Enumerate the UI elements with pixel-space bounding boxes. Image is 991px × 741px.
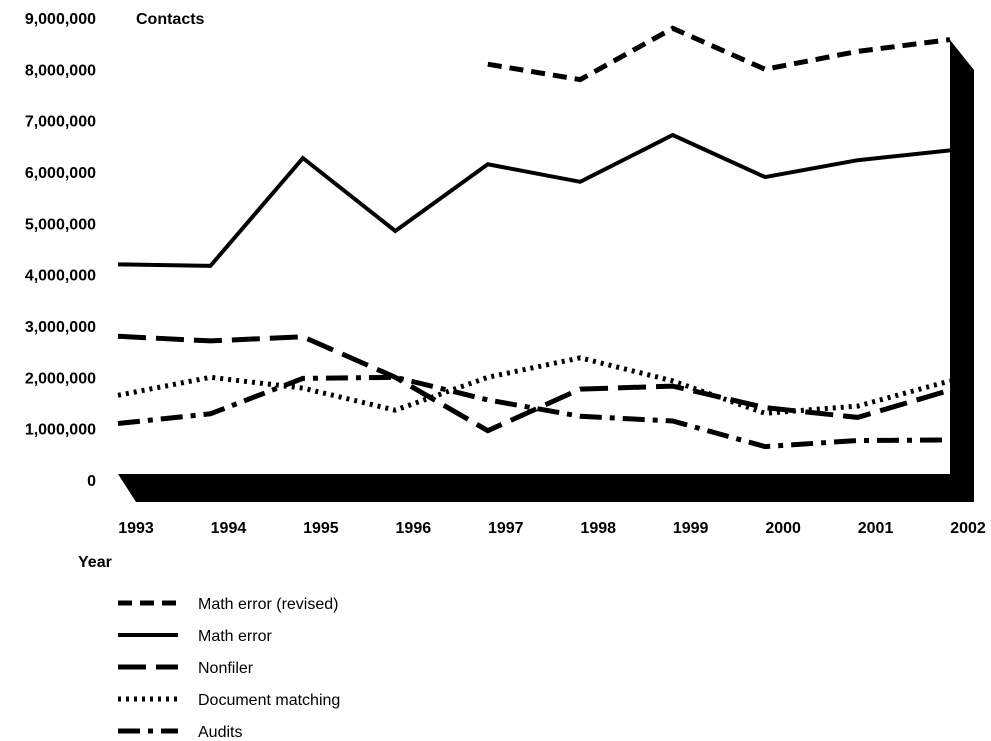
x-tick-label: 1996 [396, 520, 432, 537]
y-axis-title: Contacts [136, 11, 205, 28]
legend-label: Math error (revised) [198, 596, 338, 613]
x-tick-label: 2001 [858, 520, 894, 537]
y-tick-label: 6,000,000 [25, 165, 96, 182]
y-tick-label: 3,000,000 [25, 319, 96, 336]
x-tick-label: 1993 [118, 520, 154, 537]
series-line-document-matching [117, 355, 951, 416]
y-tick-label: 2,000,000 [25, 370, 96, 387]
series-line-audits [117, 374, 951, 450]
chart-right-wall-shadow [950, 40, 974, 502]
x-tick-label: 1994 [211, 520, 247, 537]
chart-floor-shadow [118, 474, 974, 502]
x-axis-title: Year [78, 554, 112, 571]
legend-label: Nonfiler [198, 660, 254, 677]
series-line-nonfiler [117, 333, 951, 434]
series-line-math-error [117, 132, 951, 268]
x-tick-label: 1999 [673, 520, 709, 537]
x-tick-label: 1997 [488, 520, 524, 537]
x-tick-label: 2002 [950, 520, 986, 537]
y-tick-label: 5,000,000 [25, 216, 96, 233]
y-tick-label: 4,000,000 [25, 268, 96, 285]
legend: Math error (revised) Math error Nonfiler Do… [118, 596, 340, 741]
x-tick-label: 2000 [765, 520, 801, 537]
x-tick-label: 1998 [580, 520, 616, 537]
legend-label: Math error [198, 628, 272, 645]
y-tick-label: 8,000,000 [25, 62, 96, 79]
y-tick-label: 7,000,000 [25, 114, 96, 131]
y-tick-label: 9,000,000 [25, 11, 96, 28]
legend-label: Audits [198, 724, 242, 741]
series-line-math-error-revised [487, 25, 951, 83]
x-tick-label: 1995 [303, 520, 339, 537]
y-tick-label: 0 [87, 473, 96, 490]
legend-label: Document matching [198, 692, 340, 709]
y-tick-label: 1,000,000 [25, 422, 96, 439]
